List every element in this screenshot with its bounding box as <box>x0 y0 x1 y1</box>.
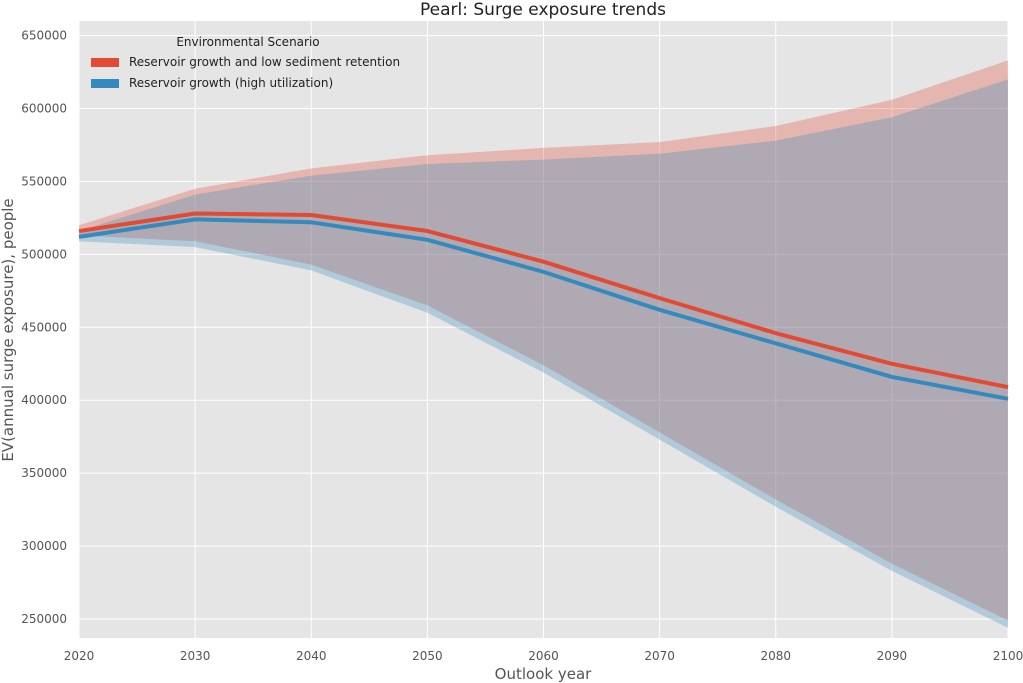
x-tick-label: 2030 <box>180 649 211 663</box>
y-tick-label: 450000 <box>21 320 67 334</box>
y-axis-label: EV(annual surge exposure), people <box>0 198 17 461</box>
legend-swatch-series-1 <box>91 58 119 67</box>
x-tick-label: 2080 <box>760 649 791 663</box>
y-tick-label: 350000 <box>21 466 67 480</box>
legend-label-series-1: Reservoir growth and low sediment retent… <box>129 55 400 69</box>
x-tick-label: 2070 <box>644 649 675 663</box>
legend-swatch-series-2 <box>91 79 119 88</box>
x-tick-labels: 2020 2030 2040 2050 2060 2070 2080 2090 2100 <box>64 649 1023 663</box>
series-lines <box>78 211 1009 401</box>
grid-lines <box>78 21 1009 638</box>
x-tick-label: 2020 <box>64 649 95 663</box>
y-tick-label: 400000 <box>21 393 67 407</box>
x-tick-label: 2100 <box>993 649 1023 663</box>
x-tick-label: 2040 <box>296 649 327 663</box>
chart-title: Pearl: Surge exposure trends <box>420 0 666 20</box>
x-tick-label: 2060 <box>528 649 559 663</box>
legend-label-series-2: Reservoir growth (high utilization) <box>129 76 333 90</box>
series-line-1 <box>78 211 1009 390</box>
uncertainty-band-series-1 <box>79 60 1008 621</box>
y-tick-label: 500000 <box>21 247 67 261</box>
series-line-2 <box>78 217 1009 401</box>
y-tick-labels: 250000 300000 350000 400000 450000 500000 5500… <box>21 29 67 626</box>
y-tick-label: 550000 <box>21 174 67 188</box>
legend: Environmental Scenario Reservoir growth … <box>91 35 400 90</box>
x-tick-label: 2050 <box>412 649 443 663</box>
y-tick-label: 300000 <box>21 539 67 553</box>
y-tick-label: 600000 <box>21 102 67 116</box>
legend-title: Environmental Scenario <box>176 35 319 49</box>
y-tick-label: 250000 <box>21 612 67 626</box>
x-axis-label: Outlook year <box>495 665 592 683</box>
y-tick-label: 650000 <box>21 29 67 43</box>
x-tick-label: 2090 <box>877 649 908 663</box>
